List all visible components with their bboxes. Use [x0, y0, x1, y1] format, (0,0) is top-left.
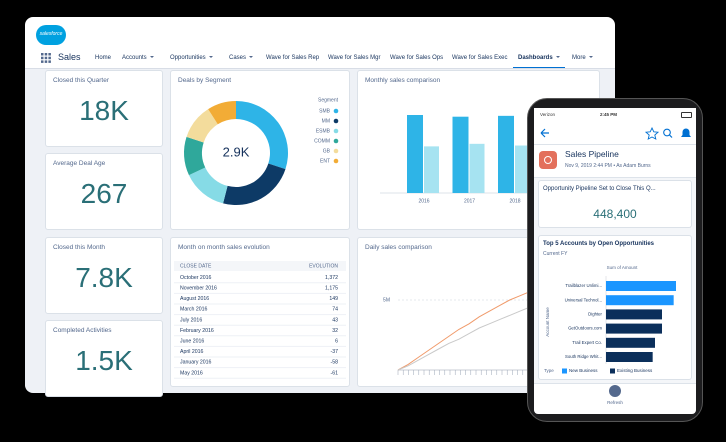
card-title: Daily sales comparison [365, 244, 432, 251]
nav-tab[interactable]: Accounts [122, 54, 159, 67]
metric-card: Average Deal Age 267 [45, 153, 163, 230]
nav-label[interactable]: Home [95, 55, 112, 61]
metric-value: 18K [79, 95, 129, 126]
accounts-card: Top 5 Accounts by Open Opportunities Cur… [538, 235, 692, 380]
nav-label[interactable]: Wave for Sales Exec [452, 55, 508, 61]
battery [681, 112, 692, 118]
card-title: Month on month sales evolution [178, 244, 270, 251]
nav-tab[interactable]: Dashboards [513, 54, 565, 69]
refresh-icon[interactable] [609, 385, 621, 397]
accounts-subtitle: Current FY [543, 251, 568, 257]
nav-tab[interactable]: Wave for Sales Rep [266, 54, 324, 67]
metric-title: Completed Activities [53, 327, 112, 334]
search-icon[interactable] [663, 128, 673, 138]
table-card: Month on month sales evolution [170, 237, 350, 387]
clock: 2:45 PM [600, 112, 618, 117]
nav-label[interactable]: Opportunities [170, 55, 206, 61]
notification-icon[interactable] [681, 128, 691, 138]
metric-value: 1.5K [75, 345, 133, 376]
phone-subtitle: Nov 9, 2019 2:44 PM • As Adam Burns [565, 163, 651, 169]
metric-title: Closed this Month [53, 244, 106, 251]
phone-header [534, 108, 696, 145]
refresh-button[interactable]: Refresh [607, 400, 623, 405]
nav-tab[interactable]: Opportunities [170, 54, 218, 67]
metric-title: Closed this Quarter [53, 77, 109, 84]
metric-card: Closed this Month 7.8K [45, 237, 163, 314]
carrier: Verizon [540, 112, 556, 117]
phone-title: Sales Pipeline [565, 149, 619, 159]
nav-caret[interactable] [149, 56, 154, 59]
nav-label[interactable]: Wave for Sales Rep [266, 55, 320, 61]
logo-text: salesforce [39, 31, 63, 37]
nav-label[interactable]: Wave for Sales Ops [390, 55, 444, 61]
nav-label[interactable]: Dashboards [518, 55, 553, 61]
pipeline-title: Opportunity Pipeline Set to Close This Q… [543, 186, 656, 192]
nav-caret[interactable] [555, 56, 560, 59]
card-title: Deals by Segment [178, 77, 232, 84]
pipeline-card: Opportunity Pipeline Set to Close This Q… [538, 180, 692, 228]
metric-card: Closed this Quarter 18K [45, 70, 163, 147]
nav-caret[interactable] [249, 56, 254, 59]
pipeline-value: 448,400 [593, 207, 637, 221]
nav-tab[interactable]: Home [95, 54, 116, 67]
deals-card: Deals by Segment [170, 70, 350, 230]
metric-title: Average Deal Age [53, 160, 106, 167]
metric-card: Completed Activities 1.5K [45, 320, 163, 397]
pipeline-icon [539, 151, 557, 169]
nav-label[interactable]: Accounts [122, 55, 147, 61]
nav-tab[interactable]: Wave for Sales Ops [390, 54, 448, 67]
metric-value: 7.8K [75, 262, 133, 293]
logo[interactable]: salesforce [36, 25, 66, 45]
favorite-icon[interactable] [644, 126, 660, 140]
nav-tab[interactable]: Wave for Sales Mgr [328, 54, 385, 67]
nav-label[interactable]: Cases [229, 55, 247, 61]
accounts-title: Top 5 Accounts by Open Opportunities [543, 241, 655, 247]
nav-caret[interactable] [208, 56, 213, 59]
nav-tab[interactable]: Cases [229, 54, 258, 67]
nav-tab[interactable]: Wave for Sales Exec [452, 54, 512, 67]
nav-label[interactable]: Wave for Sales Mgr [328, 55, 381, 61]
card-title: Monthly sales comparison [365, 77, 441, 84]
back-icon[interactable] [540, 128, 549, 138]
nav-caret[interactable] [588, 56, 593, 59]
app-name: Sales [58, 52, 81, 62]
metric-value: 267 [80, 178, 128, 209]
record-header [534, 145, 696, 178]
app-launcher[interactable] [41, 53, 51, 63]
phone-toolbar [540, 126, 691, 140]
nav-label[interactable]: More [572, 55, 586, 61]
nav-tab[interactable]: More [572, 54, 598, 67]
